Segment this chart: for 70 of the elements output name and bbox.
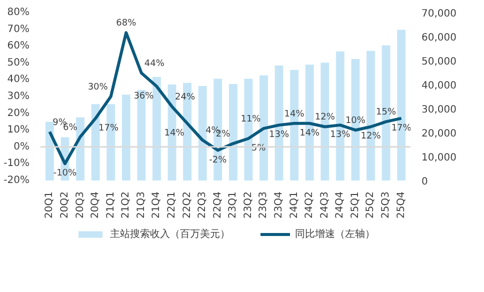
y2-tick-label: 70,000 (422, 8, 456, 20)
y2-tick-label: 30,000 (422, 104, 456, 116)
x-tick-label: 22Q2 (182, 191, 193, 218)
bar (152, 76, 161, 180)
y-tick-label: 80% (7, 7, 30, 18)
x-tick-label: 24Q4 (334, 191, 346, 218)
x-tick-label: 25Q1 (350, 191, 361, 218)
y-tick-label: 40% (7, 74, 30, 86)
y2-tick-label: 50,000 (422, 56, 456, 68)
x-tick-label: 24Q1 (288, 191, 300, 218)
bar (198, 86, 207, 180)
data-label: -2% (209, 155, 228, 166)
y-tick-label: -10% (4, 158, 30, 170)
legend-label: 主站搜索收入（百万美元） (110, 228, 230, 241)
data-label: 12% (314, 112, 336, 123)
x-tick-label: 21Q3 (136, 191, 147, 218)
x-tick-label: 20Q2 (59, 191, 70, 218)
y-tick-label: 60% (7, 40, 30, 52)
data-label: 15% (376, 108, 396, 118)
bar (228, 84, 238, 180)
bar (45, 122, 54, 180)
data-label: 10% (345, 116, 366, 126)
x-tick-label: 25Q2 (365, 191, 376, 218)
x-tick-label: 23Q3 (258, 191, 270, 218)
y-tick-label: 50% (7, 57, 30, 68)
x-tick-label: 21Q2 (120, 191, 132, 218)
x-tick-label: 23Q1 (228, 191, 239, 218)
x-tick-label: 25Q3 (380, 191, 392, 218)
data-label: 17% (391, 123, 412, 134)
data-label: 6% (62, 122, 78, 133)
data-label: 24% (174, 92, 196, 103)
y-tick-label: 0% (14, 141, 30, 152)
data-label: 14% (164, 128, 185, 138)
legend-label: 同比增速（左轴） (295, 228, 375, 241)
data-label: 68% (116, 18, 137, 29)
data-label: -10% (53, 168, 78, 179)
x-tick-label: 22Q4 (212, 191, 224, 218)
data-label: 11% (240, 114, 262, 124)
x-tick-label: 23Q4 (274, 191, 285, 218)
y-tick-label: 30% (7, 91, 30, 102)
y-tick-label: -20% (4, 175, 30, 186)
x-tick-label: 20Q4 (90, 191, 102, 218)
x-tick-label: 20Q1 (44, 191, 56, 218)
y2-tick-label: 10,000 (422, 152, 456, 164)
data-label: 14% (284, 109, 305, 120)
x-tick-label: 21Q1 (105, 191, 116, 218)
y-tick-label: 10% (7, 124, 30, 136)
data-label: 13% (330, 130, 351, 140)
x-tick-label: 22Q3 (197, 191, 208, 218)
data-label: 13% (269, 130, 290, 140)
x-tick-label: 20Q3 (74, 191, 86, 218)
y-tick-label: 20% (7, 108, 30, 119)
y-tick-label: 70% (7, 24, 30, 35)
x-tick-label: 21Q4 (151, 191, 162, 218)
data-label: 44% (144, 58, 165, 69)
data-label: 12% (360, 132, 382, 142)
x-tick-label: 24Q2 (304, 191, 316, 218)
x-tick-label: 24Q3 (319, 191, 330, 218)
x-tick-label: 22Q1 (166, 191, 178, 218)
bar (122, 94, 130, 180)
data-label: 14% (300, 128, 320, 138)
x-tick-label: 25Q4 (396, 191, 407, 218)
y2-tick-label: 0 (422, 176, 428, 188)
data-label: 17% (98, 123, 119, 134)
y2-tick-label: 20,000 (422, 128, 456, 140)
data-label: 30% (88, 82, 108, 92)
data-label: 36% (134, 91, 154, 102)
x-tick-label: 23Q2 (242, 191, 254, 218)
y2-tick-label: 60,000 (422, 32, 456, 44)
y2-tick-label: 40,000 (422, 80, 456, 92)
